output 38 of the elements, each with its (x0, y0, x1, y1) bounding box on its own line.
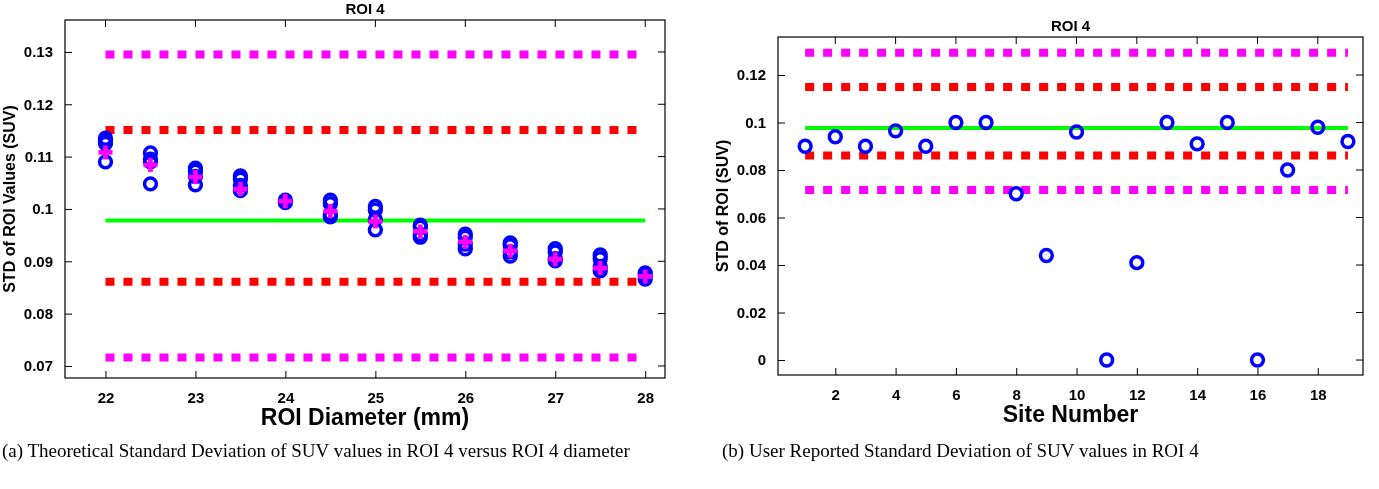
x-tick-label: 4 (891, 385, 901, 403)
y-tick-label: 0.02 (736, 303, 766, 321)
x-tick-label: 22 (97, 388, 115, 406)
x-tick-label: 12 (1129, 385, 1146, 403)
x-tick-label: 14 (1189, 385, 1207, 403)
chart-title: ROI 4 (345, 0, 386, 17)
x-axis-title: Site Number (1002, 401, 1139, 427)
y-axis-title: STD of ROI (SUV) (714, 139, 731, 273)
x-tick-label: 2 (831, 385, 840, 403)
y-tick-label: 0.12 (23, 95, 53, 113)
y-tick-label: 0.08 (736, 161, 766, 179)
x-tick-label: 23 (187, 388, 205, 406)
y-tick-label: 0.06 (736, 208, 766, 226)
text: (b) User Reported Standard Deviation of SUV values in ROI 4 (722, 440, 1200, 462)
x-tick-label: 27 (547, 388, 565, 406)
text: (a) Theoretical Standard Deviation of SUV values in ROI 4 versus ROI 4 diameter (2, 440, 631, 462)
x-tick-label: 18 (1309, 385, 1327, 403)
x-tick-label: 8 (1012, 385, 1021, 403)
y-tick-label: 0.07 (23, 357, 53, 375)
chart-title: ROI 4 (1050, 17, 1091, 34)
y-tick-label: 0 (757, 351, 766, 369)
y-tick-label: 0.1 (32, 200, 53, 218)
y-tick-label: 0.09 (23, 252, 53, 270)
y-axis-title: STD of ROI Values (SUV) (1, 105, 18, 293)
x-tick-label: 25 (367, 388, 385, 406)
y-tick-label: 0.08 (23, 304, 53, 322)
x-tick-label: 24 (277, 388, 295, 406)
y-tick-label: 0.12 (736, 66, 766, 84)
y-tick-label: 0.13 (23, 43, 53, 61)
x-tick-label: 28 (637, 388, 655, 406)
y-tick-label: 0.04 (736, 256, 767, 274)
x-tick-label: 10 (1068, 385, 1086, 403)
y-tick-label: 0.11 (24, 147, 53, 165)
x-tick-label: 26 (457, 388, 475, 406)
x-axis-title: ROI Diameter (mm) (260, 404, 470, 430)
x-tick-label: 6 (952, 385, 961, 403)
y-tick-label: 0.1 (745, 113, 766, 131)
x-tick-label: 16 (1249, 385, 1267, 403)
